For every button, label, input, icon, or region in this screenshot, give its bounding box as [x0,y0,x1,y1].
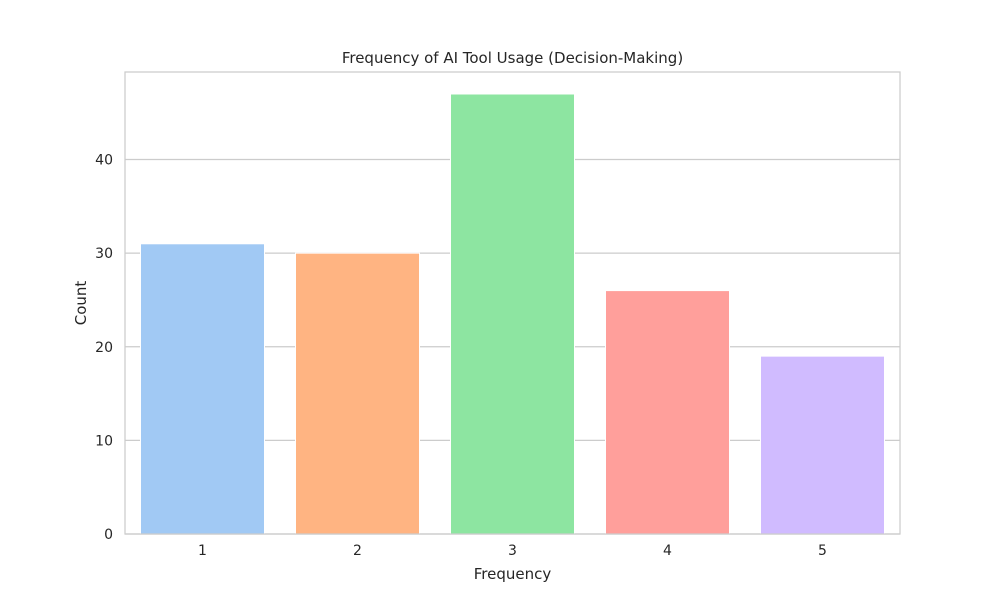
y-axis-label: Count [72,281,90,326]
y-tick-label: 30 [95,246,113,262]
bar-3 [450,93,575,535]
x-tick-label: 2 [353,543,362,559]
x-tick-labels: 1 2 3 4 5 [198,543,827,559]
chart-title: Frequency of AI Tool Usage (Decision-Mak… [342,49,683,67]
bars [140,93,885,535]
y-tick-labels: 0 10 20 30 40 [95,153,113,543]
bar-4 [605,290,730,535]
bar-1 [140,243,265,535]
y-tick-label: 0 [104,527,113,543]
x-tick-label: 1 [198,543,207,559]
y-tick-label: 20 [95,340,113,356]
x-tick-label: 3 [508,543,517,559]
bar-2 [295,252,420,535]
y-tick-label: 10 [95,433,113,449]
x-tick-label: 4 [663,543,672,559]
y-tick-label: 40 [95,153,113,169]
bar-5 [760,355,885,535]
x-axis-label: Frequency [474,565,552,583]
plot-area-frame [124,71,901,535]
x-tick-label: 5 [818,543,827,559]
